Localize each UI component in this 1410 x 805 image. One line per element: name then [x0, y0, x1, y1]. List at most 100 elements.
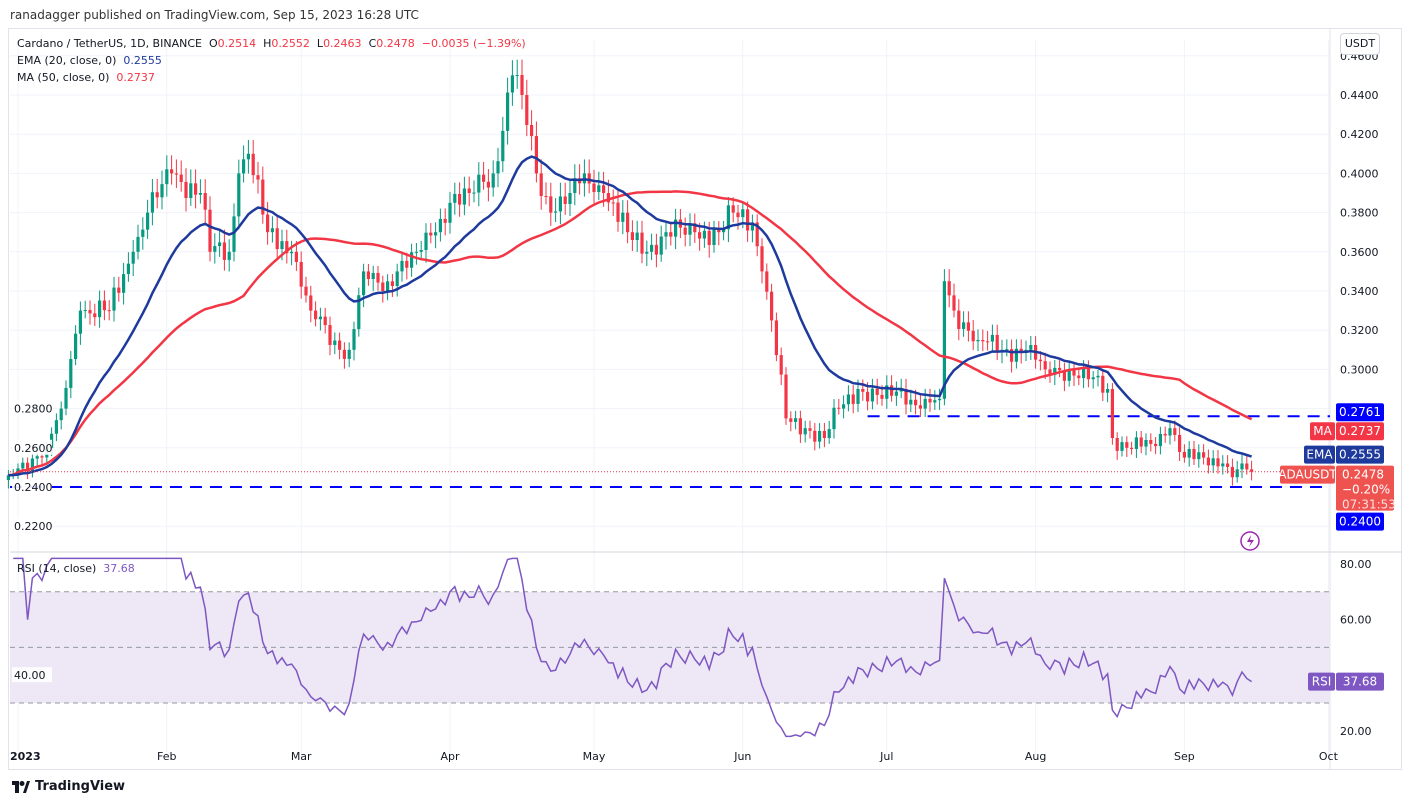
candle [1187, 441, 1191, 467]
candle-body [136, 236, 140, 252]
candle [549, 182, 553, 226]
candle [861, 379, 865, 401]
candle-body [1163, 433, 1167, 436]
candle [765, 263, 769, 300]
candle-body [933, 400, 937, 403]
candle [592, 169, 596, 206]
candle-body [918, 405, 922, 409]
candle-body [568, 193, 572, 204]
candle [88, 300, 92, 325]
candle-body [458, 193, 462, 205]
candle-body [1058, 367, 1062, 371]
candle-body [486, 181, 490, 188]
high-value: 0.2552 [271, 37, 310, 50]
candle-body [1245, 463, 1249, 470]
time-tick-label: 2023 [10, 750, 41, 763]
candle [93, 303, 97, 327]
candle [870, 378, 874, 410]
candle-body [1038, 359, 1042, 362]
candle-body [1101, 375, 1105, 393]
candle [136, 224, 140, 260]
candle-body [26, 462, 30, 472]
candle-body [69, 359, 73, 388]
ma-price-tag-bg [1336, 422, 1384, 441]
candle-body [654, 244, 658, 255]
candle [827, 420, 831, 444]
candle [472, 180, 476, 203]
candle-body [626, 212, 630, 233]
candle [198, 179, 202, 204]
candle-body [539, 173, 543, 197]
tradingview-logo[interactable]: TradingView [12, 779, 125, 794]
candle-body [126, 263, 130, 275]
candle-body [203, 193, 207, 210]
candle [69, 350, 73, 399]
candle [74, 325, 78, 366]
candle-body [98, 300, 102, 318]
candle-body [1197, 452, 1201, 460]
candle [318, 307, 322, 331]
candle-body [798, 418, 802, 435]
candle [928, 388, 932, 412]
ema-legend[interactable]: EMA (20, close, 0) [17, 54, 117, 67]
ma-legend[interactable]: MA (50, close, 0) [17, 71, 110, 84]
candle-body [74, 333, 78, 360]
candle-body [78, 310, 82, 334]
currency-button[interactable]: USDT [1340, 33, 1380, 55]
candle [1115, 432, 1119, 460]
candle-body [150, 192, 154, 213]
candle [309, 285, 313, 323]
events-lightning-icon[interactable] [1240, 531, 1260, 551]
candle-body [501, 130, 505, 162]
candle-body [530, 124, 534, 137]
candle-body [6, 475, 10, 481]
price-tick-label-left: 0.2800 [12, 400, 53, 416]
candle-body [832, 407, 836, 430]
candle [918, 395, 922, 418]
candle [818, 423, 822, 449]
candle-body [179, 174, 183, 182]
candle [141, 217, 145, 250]
candle-body [482, 174, 486, 182]
candle [266, 202, 270, 245]
candle [1168, 420, 1172, 445]
candle-body [1187, 448, 1191, 458]
candle [995, 324, 999, 361]
candle [731, 197, 735, 223]
candle [894, 381, 898, 406]
candle-body [1178, 434, 1182, 452]
candle [904, 378, 908, 415]
chart-legend: Cardano / TetherUS, 1D, BINANCE O0.2514 … [17, 35, 526, 86]
ema-20-line [8, 155, 1252, 477]
candle-body [232, 216, 236, 252]
candle-body [1010, 349, 1014, 362]
candle [597, 171, 601, 201]
candle [688, 213, 692, 247]
price-tick-label: 0.3000 [1340, 363, 1379, 376]
candle-body [93, 313, 97, 318]
candle-body [246, 153, 250, 160]
candle-body [189, 183, 193, 198]
candle [362, 263, 366, 308]
candle-body [1149, 439, 1153, 444]
candle [784, 367, 788, 425]
candle-body [395, 271, 399, 286]
rsi-legend[interactable]: RSI (14, close) 37.68 [17, 562, 135, 575]
candle [1178, 427, 1182, 461]
candle [424, 223, 428, 263]
candle-body [520, 75, 524, 95]
tradingview-logo-icon [12, 780, 30, 793]
candle-body [1192, 448, 1196, 460]
candle [1120, 436, 1124, 457]
candle-body [251, 153, 255, 176]
candle [443, 208, 447, 236]
candle [683, 217, 687, 247]
candle-body [990, 334, 994, 342]
candle [270, 216, 274, 243]
candle-body [347, 349, 351, 359]
candle-body [510, 75, 514, 93]
candle [26, 457, 30, 480]
candle-body [352, 329, 356, 350]
ma-price-tag: 0.2737 [1336, 422, 1384, 441]
